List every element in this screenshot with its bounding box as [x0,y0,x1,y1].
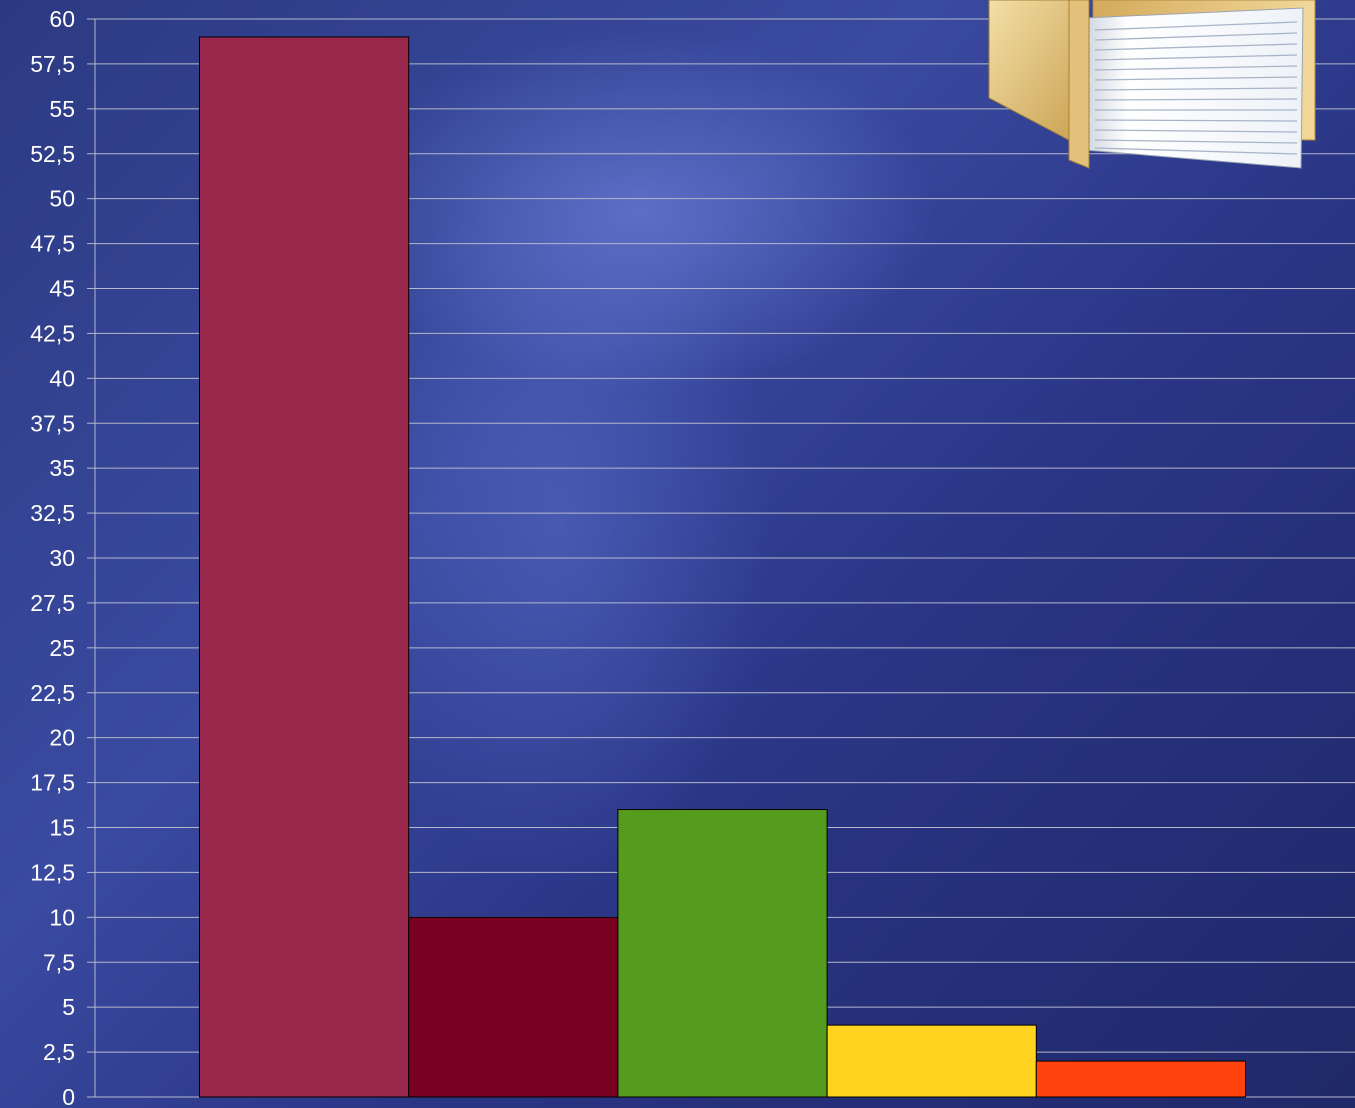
y-tick-label: 27,5 [30,590,75,616]
y-tick-label: 52,5 [30,141,75,167]
y-tick-label: 2,5 [43,1039,75,1065]
y-tick-label: 45 [49,276,75,302]
y-tick-label: 20 [49,725,75,751]
y-tick-label: 40 [49,365,75,391]
y-tick-label: 12,5 [30,859,75,885]
bar [199,36,410,1098]
y-tick-label: 47,5 [30,231,75,257]
y-tick-label: 25 [49,635,75,661]
y-axis: 02,557,51012,51517,52022,52527,53032,535… [30,6,96,1108]
y-tick-label: 15 [49,815,75,841]
bars [199,36,1247,1098]
y-tick-label: 50 [49,186,75,212]
y-tick-label: 5 [62,994,75,1020]
y-tick-label: 7,5 [43,949,75,975]
y-tick-label: 10 [49,904,75,930]
y-tick-label: 37,5 [30,410,75,436]
y-tick-label: 0 [62,1084,75,1108]
y-tick-label: 60 [49,6,75,32]
y-tick-label: 17,5 [30,770,75,796]
y-tick-label: 22,5 [30,680,75,706]
bar [1035,1060,1247,1098]
y-tick-label: 32,5 [30,500,75,526]
bar [826,1024,1037,1098]
bar [617,809,828,1098]
y-tick-label: 30 [49,545,75,571]
y-tick-label: 35 [49,455,75,481]
y-tick-label: 57,5 [30,51,75,77]
folder-with-documents-icon [988,0,1316,169]
y-tick-label: 55 [49,96,75,122]
y-tick-label: 42,5 [30,320,75,346]
bar [408,916,619,1098]
